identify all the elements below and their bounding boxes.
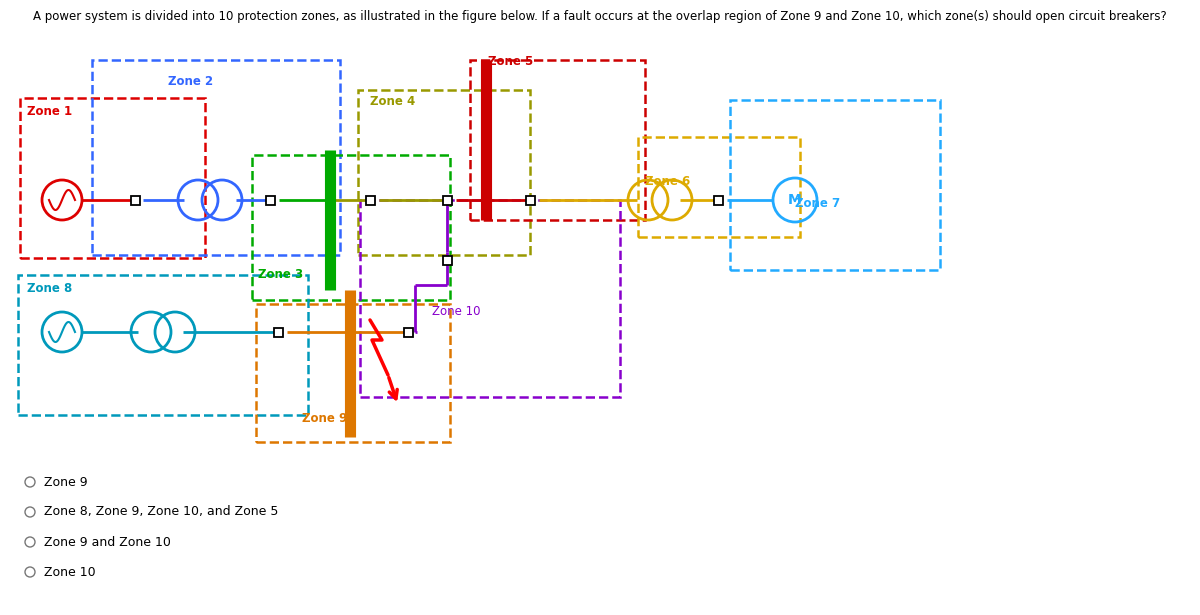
Text: Zone 10: Zone 10 bbox=[432, 305, 480, 318]
Bar bbox=[470, 60, 646, 220]
Bar bbox=[443, 255, 451, 264]
Bar bbox=[131, 196, 139, 205]
Text: Zone 1: Zone 1 bbox=[28, 105, 72, 118]
Text: Zone 9: Zone 9 bbox=[44, 475, 88, 488]
Bar bbox=[252, 155, 450, 300]
Bar bbox=[92, 60, 340, 255]
Bar bbox=[274, 328, 282, 336]
Text: Zone 9 and Zone 10: Zone 9 and Zone 10 bbox=[44, 536, 170, 549]
Text: M: M bbox=[788, 193, 802, 207]
Text: Zone 9: Zone 9 bbox=[302, 412, 347, 425]
Bar bbox=[403, 328, 413, 336]
Text: A power system is divided into 10 protection zones, as illustrated in the figure: A power system is divided into 10 protec… bbox=[34, 10, 1166, 23]
Bar bbox=[265, 196, 275, 205]
Text: Zone 2: Zone 2 bbox=[168, 75, 214, 88]
Text: Zone 5: Zone 5 bbox=[488, 55, 533, 68]
Bar bbox=[360, 200, 620, 397]
Text: Zone 7: Zone 7 bbox=[796, 197, 840, 210]
Bar bbox=[256, 304, 450, 442]
Bar bbox=[366, 196, 374, 205]
Bar bbox=[18, 275, 308, 415]
Text: Zone 8: Zone 8 bbox=[28, 282, 72, 295]
Bar bbox=[443, 196, 451, 205]
Text: Zone 6: Zone 6 bbox=[646, 175, 690, 188]
Bar bbox=[730, 100, 940, 270]
Text: Zone 3: Zone 3 bbox=[258, 268, 304, 281]
Text: Zone 4: Zone 4 bbox=[370, 95, 415, 108]
Bar bbox=[714, 196, 722, 205]
Bar bbox=[20, 98, 205, 258]
Text: Zone 10: Zone 10 bbox=[44, 566, 96, 579]
Bar bbox=[638, 137, 800, 237]
Bar bbox=[526, 196, 534, 205]
Bar bbox=[358, 90, 530, 255]
Text: Zone 8, Zone 9, Zone 10, and Zone 5: Zone 8, Zone 9, Zone 10, and Zone 5 bbox=[44, 506, 278, 518]
